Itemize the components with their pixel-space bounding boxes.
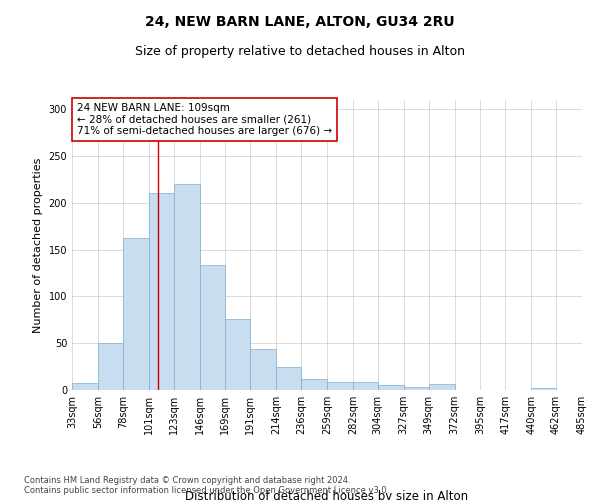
Text: Size of property relative to detached houses in Alton: Size of property relative to detached ho… (135, 45, 465, 58)
Bar (276, 366, 301, 390)
X-axis label: Distribution of detached houses by size in Alton: Distribution of detached houses by size … (185, 490, 469, 500)
Bar (353, 382, 378, 390)
Bar (378, 386, 404, 390)
Bar (149, 192, 173, 390)
Bar (428, 384, 455, 390)
Bar (404, 387, 428, 390)
Bar (531, 388, 556, 390)
Bar (226, 319, 250, 390)
Text: Contains HM Land Registry data © Crown copyright and database right 2024.
Contai: Contains HM Land Registry data © Crown c… (24, 476, 389, 495)
Bar (72, 384, 98, 390)
Bar (301, 379, 327, 390)
Bar (123, 238, 149, 390)
Bar (173, 184, 199, 390)
Bar (200, 264, 226, 390)
Text: 24, NEW BARN LANE, ALTON, GU34 2RU: 24, NEW BARN LANE, ALTON, GU34 2RU (145, 15, 455, 29)
Bar (98, 343, 123, 390)
Bar (250, 349, 276, 390)
Bar (327, 382, 353, 390)
Y-axis label: Number of detached properties: Number of detached properties (33, 158, 43, 332)
Text: 24 NEW BARN LANE: 109sqm
← 28% of detached houses are smaller (261)
71% of semi-: 24 NEW BARN LANE: 109sqm ← 28% of detach… (77, 103, 332, 136)
